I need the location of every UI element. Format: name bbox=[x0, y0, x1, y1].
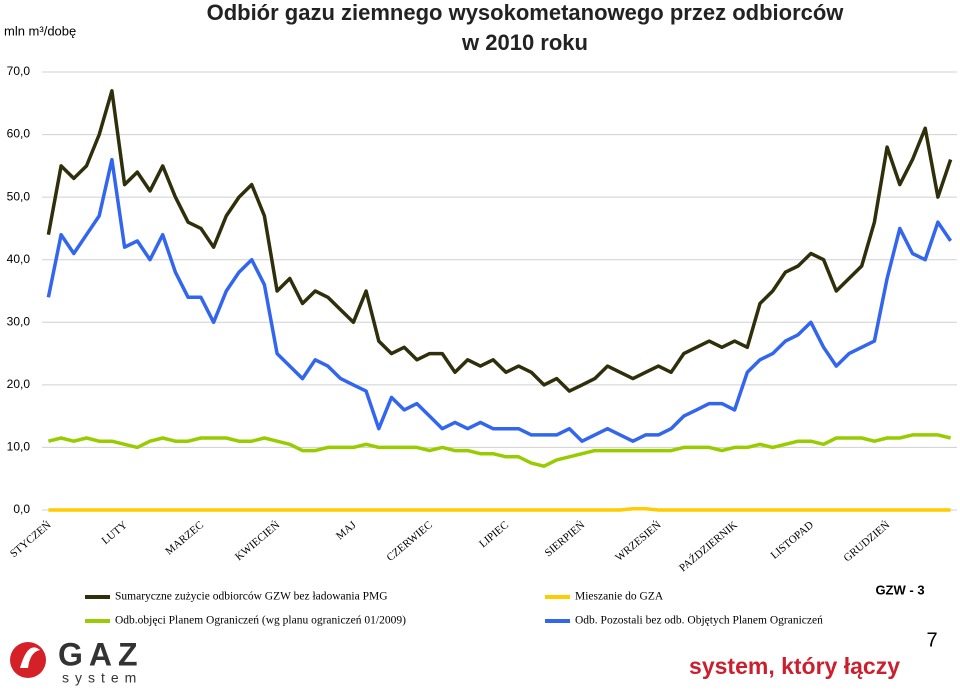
legend-label: Sumaryczne zużycie odbiorców GZW bez ład… bbox=[115, 591, 388, 603]
badge: GZW - 3 bbox=[875, 582, 924, 597]
y-axis-label: mln m³/dobę bbox=[4, 23, 76, 38]
y-tick-label: 30,0 bbox=[7, 314, 31, 328]
logo: GAZ system bbox=[10, 636, 144, 686]
x-tick-label: KWIECIEŃ bbox=[233, 519, 282, 563]
x-tick-label: CZERWIEC bbox=[384, 519, 434, 564]
slogan: system, który łączy bbox=[689, 653, 900, 679]
y-tick-label: 10,0 bbox=[7, 440, 31, 454]
x-tick-label: LUTY bbox=[100, 519, 130, 547]
x-tick-label: LISTOPAD bbox=[769, 519, 817, 562]
x-tick-label: PAŹDZIERNIK bbox=[677, 519, 740, 574]
legend-label: Odb. Pozostali bez odb. Objętych Planem … bbox=[575, 615, 823, 627]
y-tick-label: 50,0 bbox=[7, 189, 31, 203]
series-line bbox=[47, 433, 952, 468]
x-tick-label: SIERPIEŃ bbox=[543, 519, 588, 559]
y-tick-label: 60,0 bbox=[7, 127, 31, 141]
x-tick-label: GRUDZIEŃ bbox=[842, 519, 893, 564]
y-tick-label: 70,0 bbox=[7, 64, 31, 78]
x-tick-label: MAJ bbox=[334, 519, 359, 543]
series-line bbox=[46, 89, 953, 393]
y-tick-label: 0,0 bbox=[13, 502, 30, 516]
x-tick-label: MARZEC bbox=[163, 519, 206, 558]
legend-label: Odb.objęci Planem Ograniczeń (wg planu o… bbox=[115, 615, 406, 627]
x-tick-label: LIPIEC bbox=[477, 519, 511, 550]
logo-mark: GAZ bbox=[58, 636, 144, 672]
y-tick-label: 40,0 bbox=[7, 252, 31, 266]
page-number: 7 bbox=[926, 629, 937, 651]
y-tick-label: 20,0 bbox=[7, 377, 31, 391]
x-tick-label: WRZESIEŃ bbox=[613, 519, 663, 564]
series-line bbox=[46, 157, 953, 443]
legend-label: Mieszanie do GZA bbox=[575, 591, 664, 603]
series-line bbox=[48, 506, 951, 512]
logo-text: system bbox=[62, 670, 142, 686]
chart-title: Odbiór gazu ziemnego wysokometanowego pr… bbox=[207, 0, 845, 25]
logo-flame bbox=[20, 647, 40, 668]
chart-title: w 2010 roku bbox=[461, 30, 588, 55]
x-tick-label: STYCZEŃ bbox=[8, 519, 54, 560]
